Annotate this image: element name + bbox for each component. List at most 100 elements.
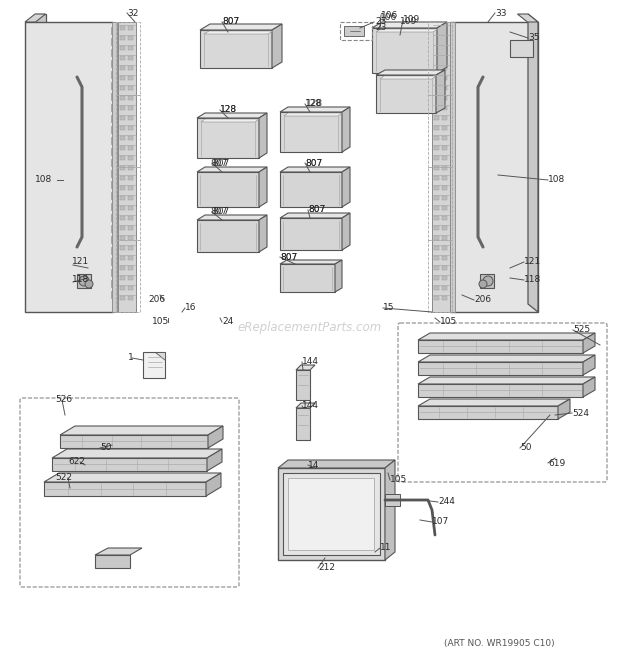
Polygon shape: [128, 276, 133, 280]
Polygon shape: [111, 82, 119, 89]
Polygon shape: [280, 213, 350, 218]
Polygon shape: [442, 96, 447, 100]
Text: 807: 807: [210, 208, 228, 217]
Polygon shape: [480, 274, 494, 288]
Polygon shape: [197, 215, 267, 220]
Polygon shape: [583, 333, 595, 353]
Text: 128: 128: [220, 106, 237, 114]
Polygon shape: [44, 473, 221, 482]
Polygon shape: [280, 264, 335, 292]
Polygon shape: [128, 86, 133, 90]
Text: 14: 14: [308, 461, 319, 469]
Polygon shape: [35, 14, 45, 304]
Text: 128: 128: [306, 100, 323, 108]
Polygon shape: [120, 106, 125, 110]
Polygon shape: [128, 226, 133, 230]
Polygon shape: [111, 291, 119, 298]
Polygon shape: [120, 216, 125, 220]
Polygon shape: [434, 26, 439, 30]
Polygon shape: [259, 215, 267, 252]
Polygon shape: [376, 29, 438, 32]
Text: 33: 33: [495, 9, 507, 17]
Polygon shape: [442, 206, 447, 210]
Polygon shape: [434, 246, 439, 250]
Polygon shape: [442, 126, 447, 130]
Polygon shape: [418, 384, 583, 397]
Polygon shape: [434, 256, 439, 260]
Text: 524: 524: [572, 408, 589, 418]
Polygon shape: [111, 247, 119, 254]
Circle shape: [483, 276, 493, 286]
Text: 108: 108: [35, 176, 52, 184]
Text: 121: 121: [72, 258, 89, 266]
Polygon shape: [128, 286, 133, 290]
Polygon shape: [288, 478, 374, 550]
Polygon shape: [434, 186, 439, 190]
Polygon shape: [128, 216, 133, 220]
Polygon shape: [434, 266, 439, 270]
Polygon shape: [418, 406, 558, 419]
Text: 522: 522: [55, 473, 72, 483]
Polygon shape: [128, 46, 133, 50]
Polygon shape: [60, 426, 223, 435]
Polygon shape: [120, 186, 125, 190]
Text: 118: 118: [524, 276, 541, 284]
Polygon shape: [442, 166, 447, 170]
Polygon shape: [120, 246, 125, 250]
Polygon shape: [434, 276, 439, 280]
Text: 807: 807: [212, 208, 229, 217]
Polygon shape: [120, 256, 125, 260]
Text: 23: 23: [375, 24, 386, 32]
Text: 807: 807: [280, 253, 297, 262]
Polygon shape: [206, 473, 221, 496]
Polygon shape: [197, 113, 267, 118]
Polygon shape: [52, 458, 207, 471]
Polygon shape: [120, 46, 125, 50]
Text: 118: 118: [72, 276, 89, 284]
Text: 109: 109: [403, 15, 420, 24]
Polygon shape: [442, 246, 447, 250]
Polygon shape: [434, 226, 439, 230]
Circle shape: [479, 280, 487, 288]
Polygon shape: [442, 116, 447, 120]
Polygon shape: [432, 22, 450, 312]
Polygon shape: [442, 216, 447, 220]
Polygon shape: [280, 107, 350, 112]
Polygon shape: [111, 126, 119, 133]
Polygon shape: [437, 22, 447, 73]
Polygon shape: [111, 137, 119, 144]
Polygon shape: [442, 186, 447, 190]
Polygon shape: [418, 362, 583, 375]
Polygon shape: [204, 31, 273, 34]
Polygon shape: [111, 280, 119, 287]
Polygon shape: [280, 218, 342, 250]
Text: 128: 128: [220, 106, 237, 114]
Text: 807: 807: [212, 159, 229, 167]
Polygon shape: [111, 269, 119, 276]
Text: 622: 622: [68, 457, 85, 467]
Polygon shape: [344, 26, 364, 36]
Polygon shape: [120, 66, 125, 70]
Polygon shape: [200, 24, 282, 30]
Polygon shape: [128, 156, 133, 160]
Polygon shape: [442, 256, 447, 260]
Text: 11: 11: [380, 543, 391, 553]
Polygon shape: [442, 236, 447, 240]
Polygon shape: [25, 22, 113, 312]
Polygon shape: [120, 156, 125, 160]
Polygon shape: [111, 170, 119, 177]
Polygon shape: [155, 352, 165, 360]
Polygon shape: [376, 75, 436, 113]
Text: 108: 108: [548, 176, 565, 184]
Polygon shape: [442, 46, 447, 50]
Polygon shape: [283, 473, 380, 555]
Polygon shape: [120, 286, 125, 290]
Text: 1: 1: [128, 354, 134, 362]
Polygon shape: [52, 449, 222, 458]
Polygon shape: [77, 274, 91, 288]
Polygon shape: [296, 403, 315, 408]
Polygon shape: [111, 49, 119, 56]
Polygon shape: [442, 176, 447, 180]
Text: 106: 106: [380, 13, 397, 22]
Polygon shape: [450, 22, 455, 312]
